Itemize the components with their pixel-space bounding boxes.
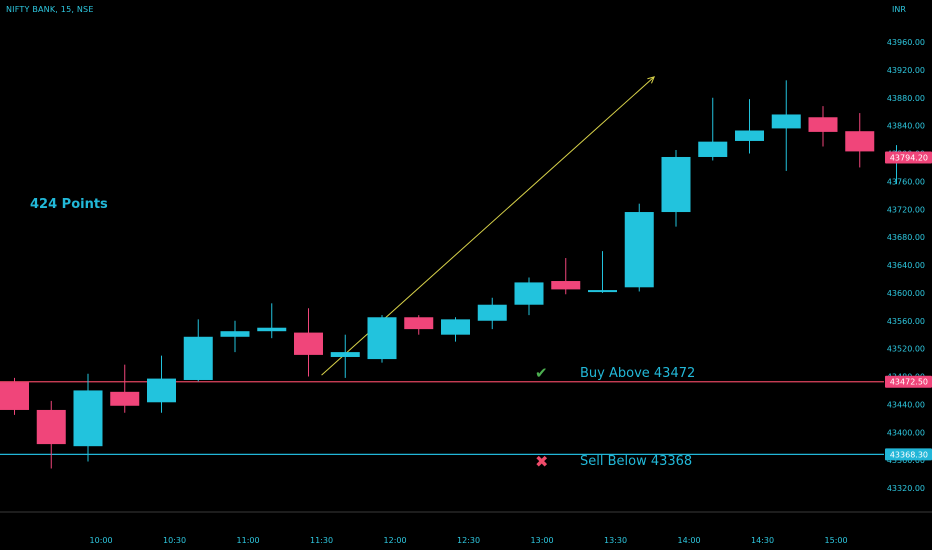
candle-body <box>477 304 507 321</box>
y-tick-label: 43680.00 <box>887 233 925 242</box>
x-tick-label: 10:30 <box>163 536 186 545</box>
y-tick-label: 43520.00 <box>887 345 925 354</box>
price-label-text: 43794.20 <box>890 154 928 163</box>
y-tick-label: 43440.00 <box>887 400 925 409</box>
x-tick-label: 14:30 <box>751 536 774 545</box>
y-tick-label: 43920.00 <box>887 66 925 75</box>
y-tick-label: 43720.00 <box>887 205 925 214</box>
candle-body <box>220 331 250 337</box>
trend-arrow-head <box>647 76 656 84</box>
cross-icon: ✖ <box>535 452 549 471</box>
y-tick-label: 43960.00 <box>887 38 925 47</box>
candle-body <box>698 141 728 157</box>
candle-body <box>551 281 581 290</box>
candle-body <box>147 378 176 403</box>
y-tick-label: 43840.00 <box>887 122 925 131</box>
x-tick-label: 13:30 <box>604 536 627 545</box>
candle-body <box>0 382 29 410</box>
points-annotation: 424 Points <box>30 197 108 212</box>
currency-label[interactable]: INR <box>892 5 906 14</box>
price-label-box <box>885 375 932 388</box>
candle-body <box>735 130 764 141</box>
price-label-text: 43368.30 <box>890 450 928 459</box>
x-tick-label: 12:30 <box>457 536 480 545</box>
x-tick-label: 11:00 <box>237 536 260 545</box>
x-tick-label: 10:00 <box>90 536 113 545</box>
sell-below-label: Sell Below 43368 <box>580 454 693 469</box>
candle-body <box>367 317 397 360</box>
buy-above-label: Buy Above 43472 <box>580 366 696 381</box>
y-tick-label: 43400.00 <box>887 428 925 437</box>
candle-body <box>661 156 691 213</box>
x-tick-label: 13:00 <box>531 536 554 545</box>
x-tick-label: 11:30 <box>310 536 333 545</box>
y-tick-label: 43640.00 <box>887 261 925 270</box>
price-label-text: 43472.50 <box>890 378 928 387</box>
candle-body <box>330 352 360 357</box>
candle-body <box>808 117 838 132</box>
candle-body <box>771 114 801 129</box>
chart-title: NIFTY BANK, 15, NSE <box>6 5 94 14</box>
candle-body <box>183 336 213 380</box>
price-label-box <box>885 448 932 461</box>
y-tick-label: 43880.00 <box>887 94 925 103</box>
y-tick-label: 43360.00 <box>887 456 925 465</box>
candle-body <box>514 282 544 305</box>
price-label-box <box>885 151 932 164</box>
candle-body <box>624 212 654 288</box>
candle-body <box>110 391 140 406</box>
candle-body <box>845 131 875 152</box>
candle-body <box>73 390 103 447</box>
x-tick-label: 15:00 <box>825 536 848 545</box>
check-icon: ✔ <box>535 364 548 382</box>
candle-body <box>441 319 470 335</box>
candle-body <box>404 317 434 330</box>
candle-body <box>294 332 323 355</box>
x-tick-label: 14:00 <box>678 536 701 545</box>
x-tick-label: 12:00 <box>384 536 407 545</box>
y-tick-label: 43560.00 <box>887 317 925 326</box>
candle-body <box>36 409 66 445</box>
candle-body <box>588 290 617 293</box>
y-tick-label: 43600.00 <box>887 289 925 298</box>
y-tick-label: 43320.00 <box>887 484 925 493</box>
y-tick-label: 43760.00 <box>887 177 925 186</box>
candle-body <box>257 327 287 332</box>
